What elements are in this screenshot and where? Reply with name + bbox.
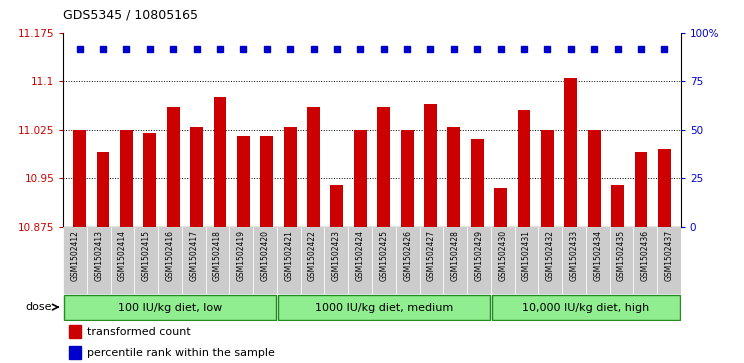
Bar — [471, 139, 484, 227]
Text: GSM1502418: GSM1502418 — [213, 230, 222, 281]
Text: GDS5345 / 10805165: GDS5345 / 10805165 — [63, 8, 198, 21]
Text: transformed count: transformed count — [87, 327, 190, 337]
Text: 1000 IU/kg diet, medium: 1000 IU/kg diet, medium — [315, 303, 453, 313]
Text: GSM1502412: GSM1502412 — [71, 230, 80, 281]
Bar — [562, 227, 586, 294]
Text: GSM1502429: GSM1502429 — [475, 230, 484, 281]
FancyBboxPatch shape — [492, 295, 679, 320]
Bar — [69, 325, 80, 338]
Bar — [135, 227, 158, 294]
Bar — [73, 130, 86, 227]
Text: GSM1502423: GSM1502423 — [332, 230, 341, 281]
Text: GSM1502421: GSM1502421 — [284, 230, 293, 281]
FancyBboxPatch shape — [65, 295, 276, 320]
Bar — [633, 227, 657, 294]
Text: GSM1502414: GSM1502414 — [118, 230, 127, 281]
Text: GSM1502417: GSM1502417 — [190, 230, 199, 281]
Bar — [491, 227, 515, 294]
Bar — [97, 152, 109, 227]
Text: GSM1502420: GSM1502420 — [260, 230, 269, 281]
Bar — [324, 227, 348, 294]
Bar — [206, 227, 229, 294]
Bar — [588, 130, 600, 227]
Bar — [541, 130, 554, 227]
Bar — [348, 227, 372, 294]
Bar — [307, 107, 320, 227]
Bar — [260, 136, 273, 227]
Bar — [447, 127, 461, 227]
Bar — [372, 227, 396, 294]
Bar — [377, 107, 390, 227]
Text: GSM1502434: GSM1502434 — [593, 230, 602, 281]
Bar — [396, 227, 420, 294]
Bar — [443, 227, 467, 294]
Bar — [229, 227, 253, 294]
Bar — [565, 78, 577, 227]
Bar — [69, 346, 80, 359]
Bar — [277, 227, 301, 294]
Bar — [658, 149, 671, 227]
Bar — [494, 188, 507, 227]
Text: 100 IU/kg diet, low: 100 IU/kg diet, low — [118, 303, 222, 313]
Bar — [586, 227, 609, 294]
Text: dose: dose — [25, 302, 52, 312]
Text: percentile rank within the sample: percentile rank within the sample — [87, 347, 275, 358]
Text: GSM1502435: GSM1502435 — [617, 230, 626, 281]
Text: GSM1502432: GSM1502432 — [545, 230, 554, 281]
Bar — [158, 227, 182, 294]
Bar — [120, 130, 133, 227]
Bar — [167, 107, 179, 227]
Bar — [420, 227, 443, 294]
Bar — [518, 110, 530, 227]
Bar — [538, 227, 562, 294]
Bar — [401, 130, 414, 227]
Bar — [354, 130, 367, 227]
Text: GSM1502436: GSM1502436 — [641, 230, 650, 281]
Bar — [144, 133, 156, 227]
Text: GSM1502416: GSM1502416 — [166, 230, 175, 281]
Text: GSM1502413: GSM1502413 — [94, 230, 103, 281]
Bar — [301, 227, 324, 294]
Bar — [237, 136, 250, 227]
Bar — [657, 227, 681, 294]
Text: GSM1502422: GSM1502422 — [308, 230, 317, 281]
Text: GSM1502431: GSM1502431 — [522, 230, 531, 281]
Bar — [63, 227, 87, 294]
Text: GSM1502426: GSM1502426 — [403, 230, 412, 281]
Bar — [283, 127, 297, 227]
Bar — [111, 227, 135, 294]
Bar — [424, 104, 437, 227]
Bar — [515, 227, 538, 294]
Text: GSM1502424: GSM1502424 — [356, 230, 365, 281]
Bar — [87, 227, 111, 294]
Bar — [253, 227, 277, 294]
Text: GSM1502437: GSM1502437 — [664, 230, 673, 281]
Bar — [467, 227, 491, 294]
Text: GSM1502415: GSM1502415 — [142, 230, 151, 281]
Text: GSM1502433: GSM1502433 — [569, 230, 578, 281]
Text: GSM1502430: GSM1502430 — [498, 230, 507, 281]
Bar — [611, 185, 624, 227]
Text: GSM1502427: GSM1502427 — [427, 230, 436, 281]
Bar — [214, 97, 226, 227]
Bar — [182, 227, 206, 294]
FancyBboxPatch shape — [278, 295, 490, 320]
Text: GSM1502419: GSM1502419 — [237, 230, 246, 281]
Text: GSM1502425: GSM1502425 — [379, 230, 388, 281]
Bar — [190, 127, 203, 227]
Text: GSM1502428: GSM1502428 — [451, 230, 460, 281]
Bar — [609, 227, 633, 294]
Text: 10,000 IU/kg diet, high: 10,000 IU/kg diet, high — [522, 303, 650, 313]
Bar — [330, 185, 343, 227]
Bar — [635, 152, 647, 227]
